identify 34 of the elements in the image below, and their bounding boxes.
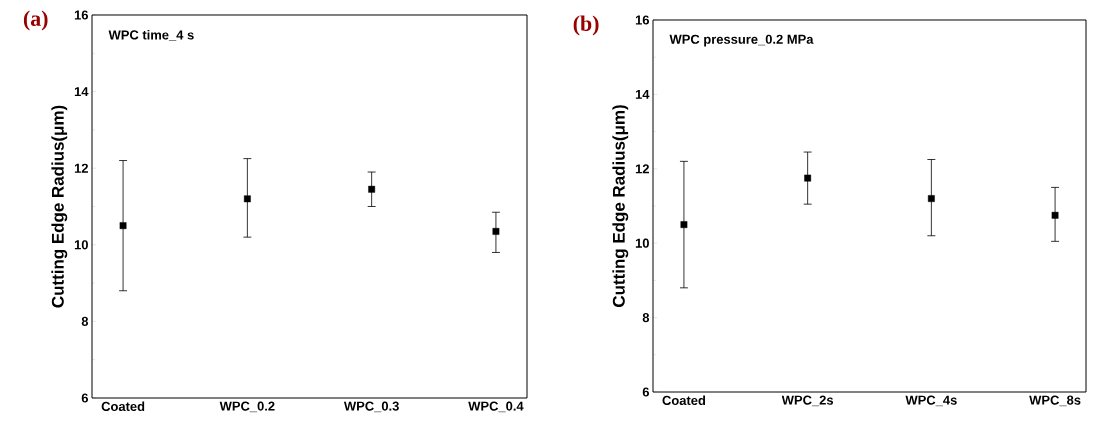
annotation: WPC pressure_0.2 MPa	[669, 34, 814, 47]
x-tick-label: Coated	[101, 401, 145, 412]
y-axis-title: Cutting Edge Radius(μm)	[51, 105, 68, 308]
y-tick-label: 12	[74, 163, 88, 173]
point	[1051, 211, 1059, 219]
y-tick-label: 14	[635, 89, 650, 99]
point	[492, 228, 500, 235]
annotation: WPC time_4 s	[108, 30, 194, 41]
y-tick-label: 8	[642, 313, 650, 323]
y-tick-label: 14	[74, 87, 89, 97]
point	[119, 222, 127, 230]
x-tick-label: WPC_0.4	[468, 401, 524, 413]
point	[243, 195, 251, 203]
x-tick-label: WPC_8s	[1029, 395, 1081, 407]
point	[680, 221, 688, 228]
y-tick-label: 10	[74, 240, 88, 250]
point	[804, 174, 812, 182]
y-tick-label: 16	[635, 15, 650, 25]
y-tick-label: 6	[81, 393, 89, 403]
x-tick-label: Coated	[662, 395, 706, 406]
y-tick-label: 12	[635, 164, 649, 174]
y-tick-label: 8	[81, 316, 89, 326]
y-tick-label: 16	[74, 10, 89, 20]
x-tick-label: WPC_2s	[781, 395, 834, 407]
y-tick-label: 6	[642, 387, 650, 397]
y-tick-label: 10	[635, 238, 649, 248]
point	[927, 195, 935, 202]
x-tick-label: WPC_4s	[905, 395, 957, 407]
x-tick-label: WPC_0.3	[343, 401, 399, 413]
x-tick-label: WPC_0.2	[219, 401, 275, 413]
chart-title: (a)	[23, 10, 48, 31]
point	[368, 185, 376, 193]
chart-title: (b)	[573, 15, 599, 36]
y-axis-title: Cutting Edge Radius(μm)	[612, 105, 629, 307]
